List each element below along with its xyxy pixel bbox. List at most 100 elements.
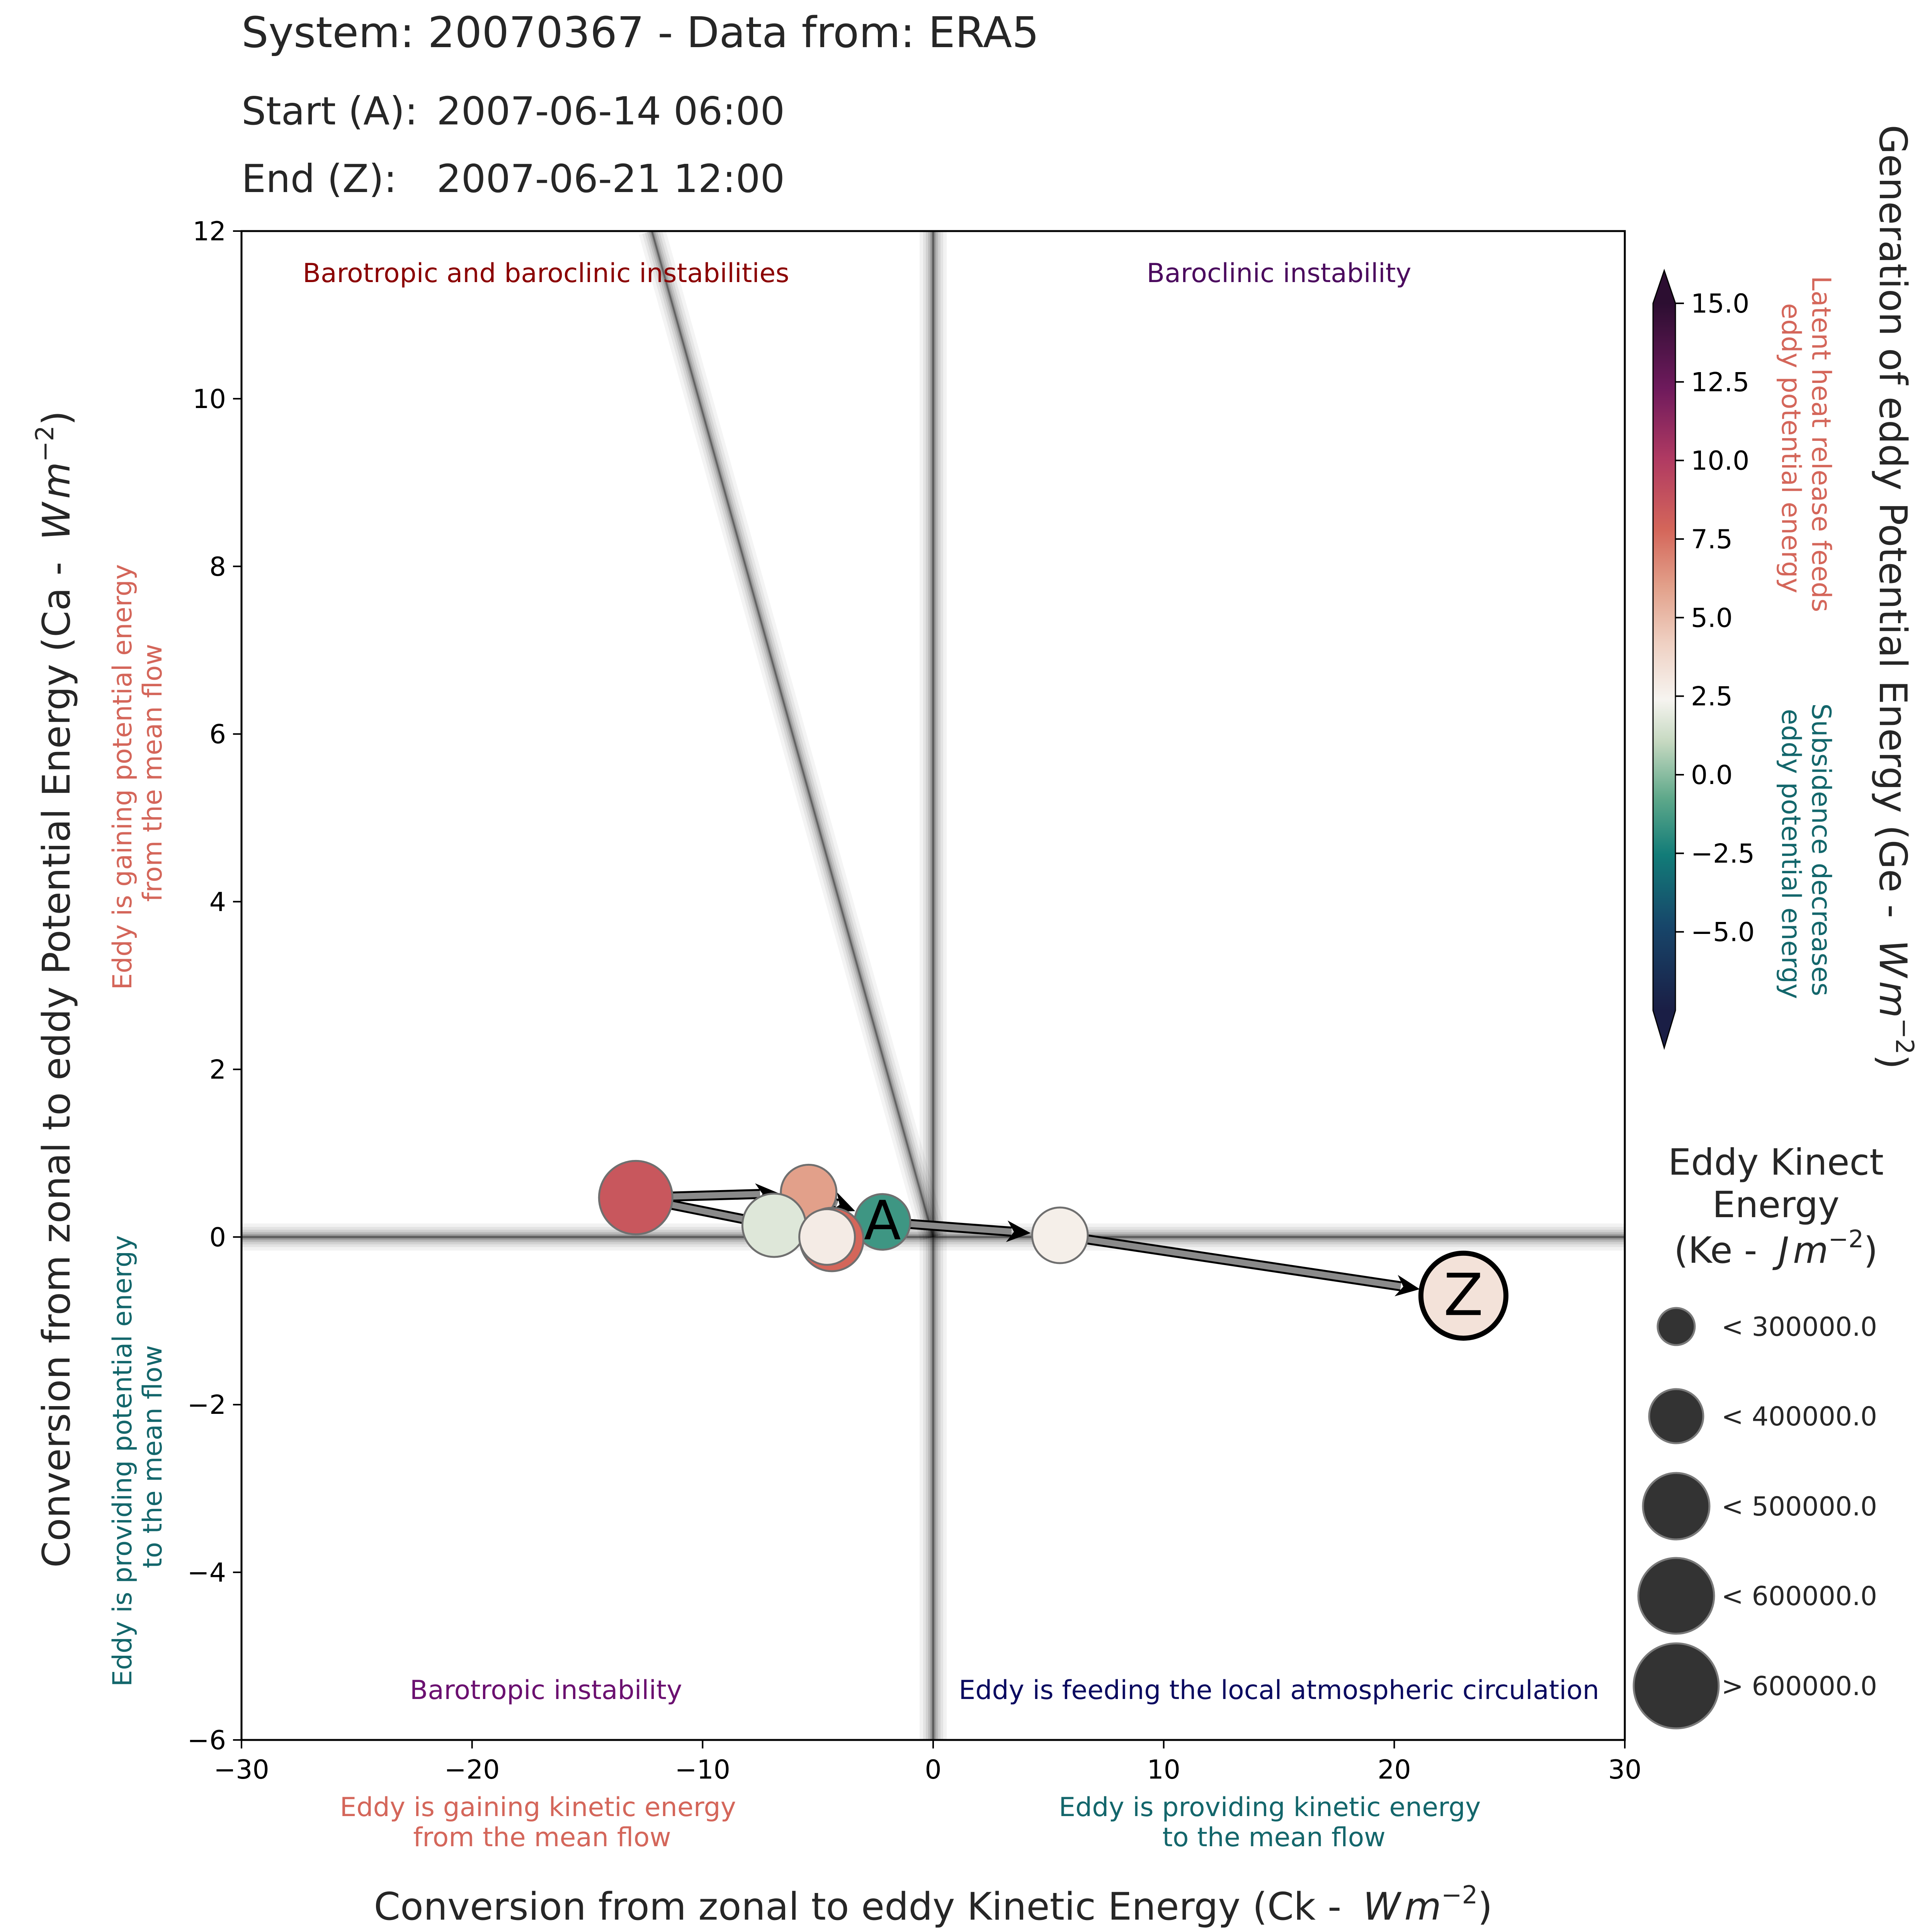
track-point-end [1418, 1250, 1509, 1341]
x-tick-label: −30 [214, 1755, 269, 1785]
quadrant-top-right-label: Baroclinic instability [1146, 258, 1411, 289]
y-axis-title-exp: −2 [31, 425, 60, 462]
quadrant-top-left-label: Barotropic and baroclinic instabilities [303, 258, 789, 289]
x-negative-note-line1: Eddy is gaining kinetic energy [340, 1792, 736, 1823]
colorbar-tick-label: 12.5 [1691, 367, 1749, 398]
size-legend-title-unit-j: J [1772, 1230, 1789, 1272]
colorbar-tick-label: −2.5 [1691, 838, 1755, 869]
size-legend-label: < 600000.0 [1721, 1581, 1877, 1612]
x-tick-label: 10 [1147, 1755, 1180, 1785]
y-axis-title-text: Conversion from zonal to eddy Potential … [35, 550, 79, 1568]
reference-line-layer [647, 231, 938, 1238]
x-tick-label: −20 [444, 1755, 500, 1785]
quadrant-bottom-right-label: Eddy is feeding the local atmospheric ci… [959, 1675, 1599, 1706]
colorbar-negative-note: Subsidence decreases eddy potential ener… [1776, 703, 1836, 1004]
start-value: 2007-06-14 06:00 [437, 88, 785, 134]
colorbar-title-close: ) [1871, 1054, 1915, 1069]
chart-title: System: 20070367 - Data from: ERA5 [242, 8, 1039, 57]
size-legend-marker [1637, 1557, 1715, 1635]
x-axis-title-text: Conversion from zonal to eddy Kinetic En… [374, 1885, 1354, 1929]
colorbar-max-extend [1653, 270, 1675, 303]
y-tick-label: 12 [192, 216, 226, 247]
y-tick-label: 0 [209, 1222, 226, 1253]
plot-background [242, 231, 1625, 1740]
y-tick-label: 10 [192, 384, 226, 415]
arrow-head [829, 1192, 855, 1213]
colorbar-tick-label: 2.5 [1691, 682, 1733, 712]
colorbar-body [1653, 303, 1675, 1010]
track-point [598, 1160, 673, 1235]
y-tick-label: −4 [187, 1558, 226, 1588]
start-label: Start (A): [242, 88, 418, 134]
colorbar-tick-label: 15.0 [1691, 289, 1749, 319]
y-tick-label: 4 [209, 887, 226, 918]
colorbar-min-extend [1653, 1010, 1675, 1048]
x-axis-title: Conversion from zonal to eddy Kinetic En… [374, 1881, 1493, 1929]
y-negative-note-line2: to the mean flow [138, 1345, 168, 1568]
colorbar-negative-note-line2: eddy potential energy [1776, 709, 1806, 999]
colorbar-title-exp: −2 [1890, 1018, 1918, 1054]
x-positive-note-line1: Eddy is providing kinetic energy [1059, 1792, 1481, 1823]
y-tick-label: 2 [209, 1054, 226, 1085]
track-point [798, 1208, 856, 1266]
end-value: 2007-06-21 12:00 [437, 156, 785, 201]
colorbar: 15.0 12.5 10.0 7.5 5.0 2.5 0.0 −2.5 −5.0 [1652, 269, 1755, 1050]
y-negative-note: Eddy is providing potential energy to th… [107, 1227, 168, 1687]
y-negative-note-line1: Eddy is providing potential energy [107, 1235, 138, 1687]
size-legend-title-close: ) [1864, 1230, 1878, 1272]
colorbar-negative-note-line1: Subsidence decreases [1806, 703, 1836, 996]
zero-bands [242, 231, 1625, 1740]
colorbar-title-text: Generation of eddy Potential Energy (Ge … [1871, 125, 1915, 930]
track-points: AZ [598, 1160, 1509, 1341]
y-axis-title: Conversion from zonal to eddy Potential … [31, 411, 79, 1568]
reference-line-layer [650, 231, 935, 1238]
colorbar-positive-note: Latent heat release feeds eddy potential… [1776, 276, 1836, 621]
reference-line-layer [651, 231, 934, 1237]
colorbar-title-unit-w: W [1871, 940, 1915, 978]
y-positive-note-line2: from the mean flow [138, 644, 168, 902]
colorbar-tick-label: 5.0 [1691, 603, 1733, 633]
colorbar-tick-label: 0.0 [1691, 760, 1733, 791]
colorbar-title-unit-m: m [1871, 981, 1915, 1018]
size-legend-title-exp: −2 [1828, 1225, 1864, 1253]
y-tick-label: −2 [187, 1390, 226, 1420]
x-tick-label: 30 [1608, 1755, 1642, 1785]
x-tick-label: −10 [675, 1755, 731, 1785]
reference-line-layer [642, 231, 943, 1240]
size-legend-label: < 400000.0 [1721, 1401, 1877, 1432]
size-legend-label: < 300000.0 [1721, 1312, 1877, 1342]
colorbar-ticks: 15.0 12.5 10.0 7.5 5.0 2.5 0.0 −2.5 −5.0 [1675, 289, 1755, 948]
track-point [1031, 1206, 1089, 1264]
size-legend-title-line1: Eddy Kinect [1668, 1141, 1884, 1184]
y-positive-note-line1: Eddy is gaining potential energy [107, 564, 138, 990]
x-axis-title-unit-w: W [1363, 1885, 1402, 1929]
size-legend-marker [1642, 1472, 1711, 1541]
x-axis-title-close: ) [1478, 1885, 1492, 1929]
quadrant-bottom-left-label: Barotropic instability [410, 1675, 682, 1706]
y-axis-title-unit-m: m [35, 462, 79, 498]
colorbar-positive-note-line1: Latent heat release feeds [1806, 276, 1836, 612]
colorbar-title: Generation of eddy Potential Energy (Ge … [1871, 125, 1918, 1069]
size-legend-label: < 500000.0 [1721, 1492, 1877, 1522]
end-marker-label: Z [1444, 1262, 1483, 1329]
size-legend-marker [1648, 1388, 1704, 1444]
colorbar-tick-label: 7.5 [1691, 524, 1733, 555]
colorbar-tick-label: 10.0 [1691, 446, 1749, 476]
size-legend-title-unit-m: m [1793, 1230, 1828, 1272]
reference-line-layer [649, 231, 936, 1238]
y-axis-title-close: ) [35, 411, 79, 425]
track-arrow [1059, 1230, 1420, 1296]
size-legend-title-line3-text: (Ke - [1674, 1230, 1769, 1272]
colorbar-tick-label: −5.0 [1691, 917, 1755, 948]
x-axis-title-unit-m: m [1404, 1885, 1441, 1929]
track-point [741, 1192, 807, 1258]
arrow-head [1395, 1275, 1420, 1296]
x-positive-note: Eddy is providing kinetic energy to the … [1059, 1792, 1489, 1853]
start-marker-label: A [864, 1189, 901, 1252]
x-axis-title-exp: −2 [1441, 1881, 1478, 1910]
x-negative-note: Eddy is gaining kinetic energy from the … [340, 1792, 744, 1853]
